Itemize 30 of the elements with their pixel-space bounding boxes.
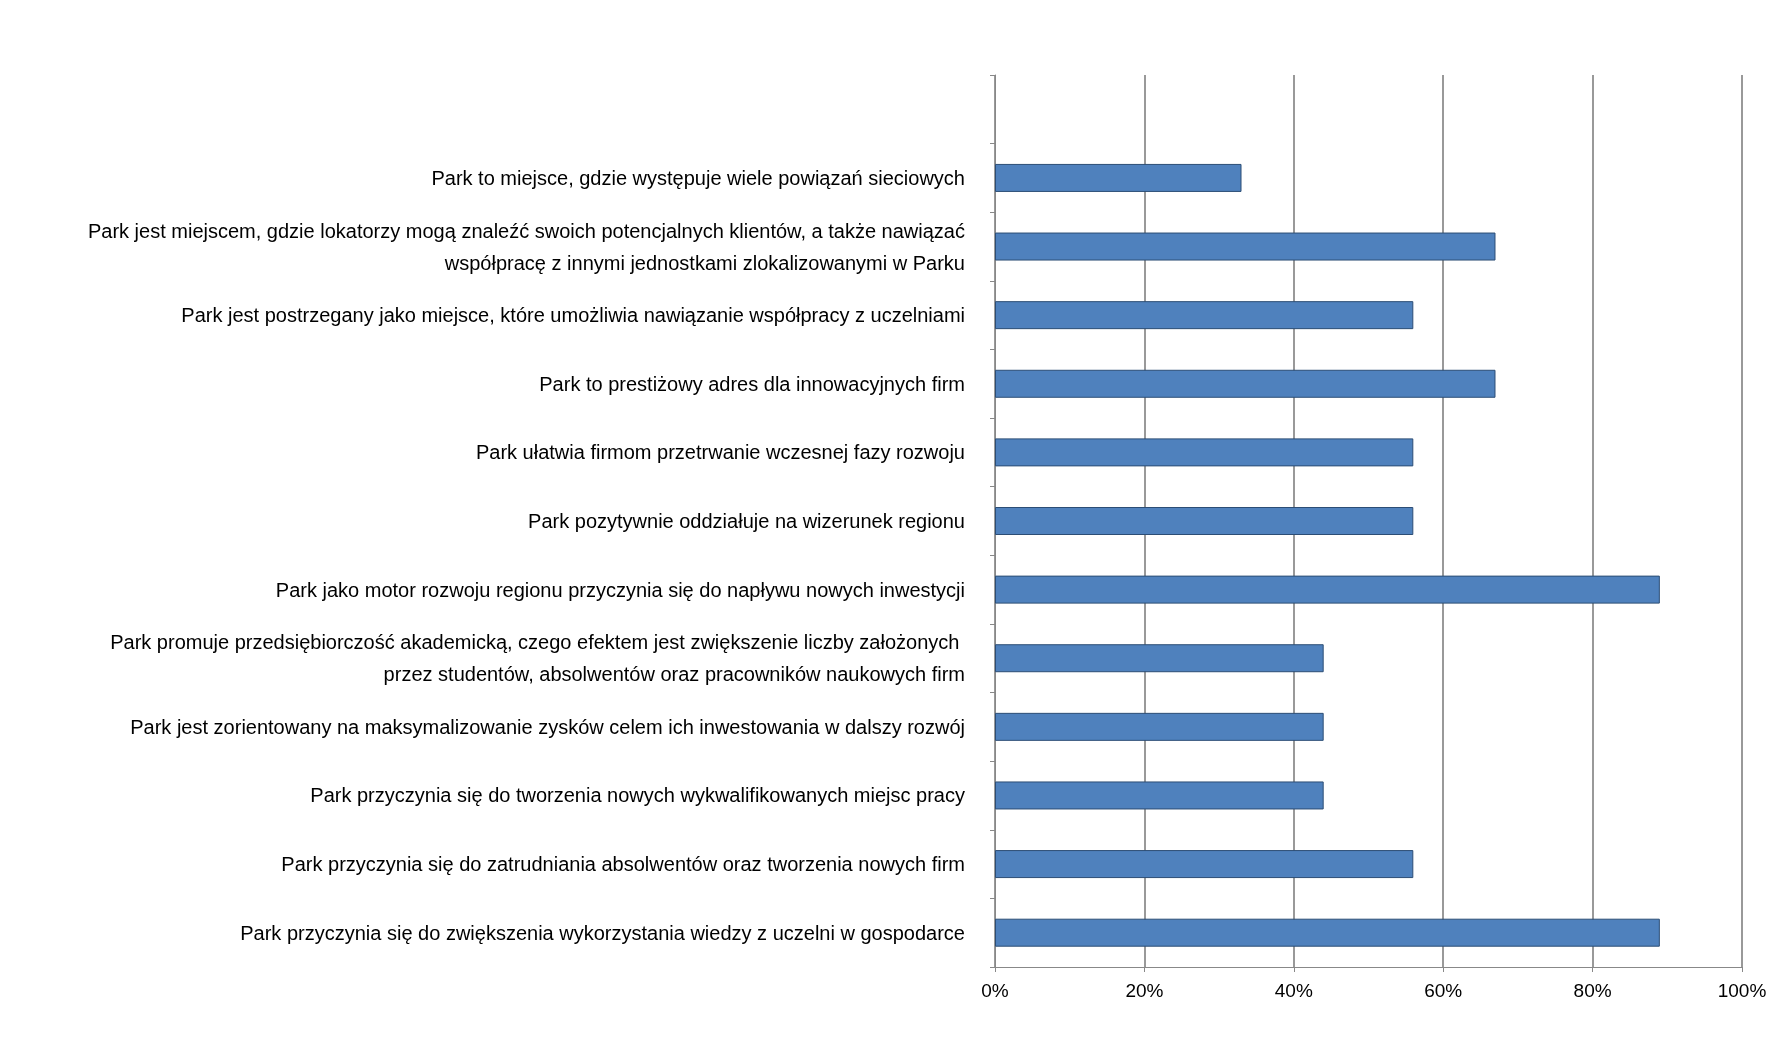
x-tick-label: 20% [1125, 980, 1164, 1001]
y-tick-label: Park ułatwia firmom przetrwanie wczesnej fazy rozwoju [475, 441, 965, 464]
y-tick-label: Park jest postrzegany jako miejsce, które umożliwia nawiązanie współpracy z uczelniami [181, 304, 965, 327]
bar [995, 369, 1496, 398]
bar [995, 575, 1660, 604]
y-tick-label: Park przyczynia się do zwiększenia wykorzystania wiedzy z uczelni w gospodarce [240, 921, 965, 944]
x-tick-label: 60% [1424, 980, 1463, 1001]
y-tick-label: Park jako motor rozwoju regionu przyczynia się do napływu nowych inwestycji [275, 578, 965, 601]
y-tick-label: Park jest miejscem, gdzie lokatorzy mogą znaleźć swoich potencjalnych klientów, a także nawiązać współpracę z innymi jednostkami zlokalizowanymi w Parku [87, 219, 965, 274]
bar [995, 781, 1324, 810]
bar [995, 644, 1324, 673]
y-tick-label: Park jest zorientowany na maksymalizowanie zysków celem ich inwestowania w dalszy rozwój [130, 715, 965, 738]
y-tick-label: Park to prestiżowy adres dla innowacyjnych firm [539, 372, 965, 395]
y-tick-label: Park to miejsce, gdzie występuje wiele powiązań sieciowych [431, 166, 965, 189]
x-tick-label: 40% [1274, 980, 1313, 1001]
bar [995, 850, 1414, 879]
y-tick-label: Park przyczynia się do zatrudniania absolwentów oraz tworzenia nowych firm [281, 853, 965, 876]
x-tick-label: 100% [1717, 980, 1767, 1001]
y-tick-label: Park pozytywnie oddziałuje na wizerunek regionu [528, 510, 965, 532]
bar [995, 507, 1414, 535]
bar [995, 163, 1242, 192]
x-tick-label: 80% [1573, 980, 1612, 1001]
bar [995, 918, 1660, 947]
y-tick-label: Park promuje przedsiębiorczość akademicką, czego efektem jest zwiększenie liczby założonych przez studentów, absolwentów oraz pracowników naukowych firm [110, 631, 965, 686]
bar [995, 232, 1496, 261]
bar [995, 301, 1414, 330]
y-tick-label: Park przyczynia się do tworzenia nowych wykwalifikowanych miejsc pracy [310, 784, 965, 807]
bar [995, 438, 1414, 467]
x-tick-label: 0% [981, 980, 1009, 1001]
bar [995, 712, 1324, 741]
